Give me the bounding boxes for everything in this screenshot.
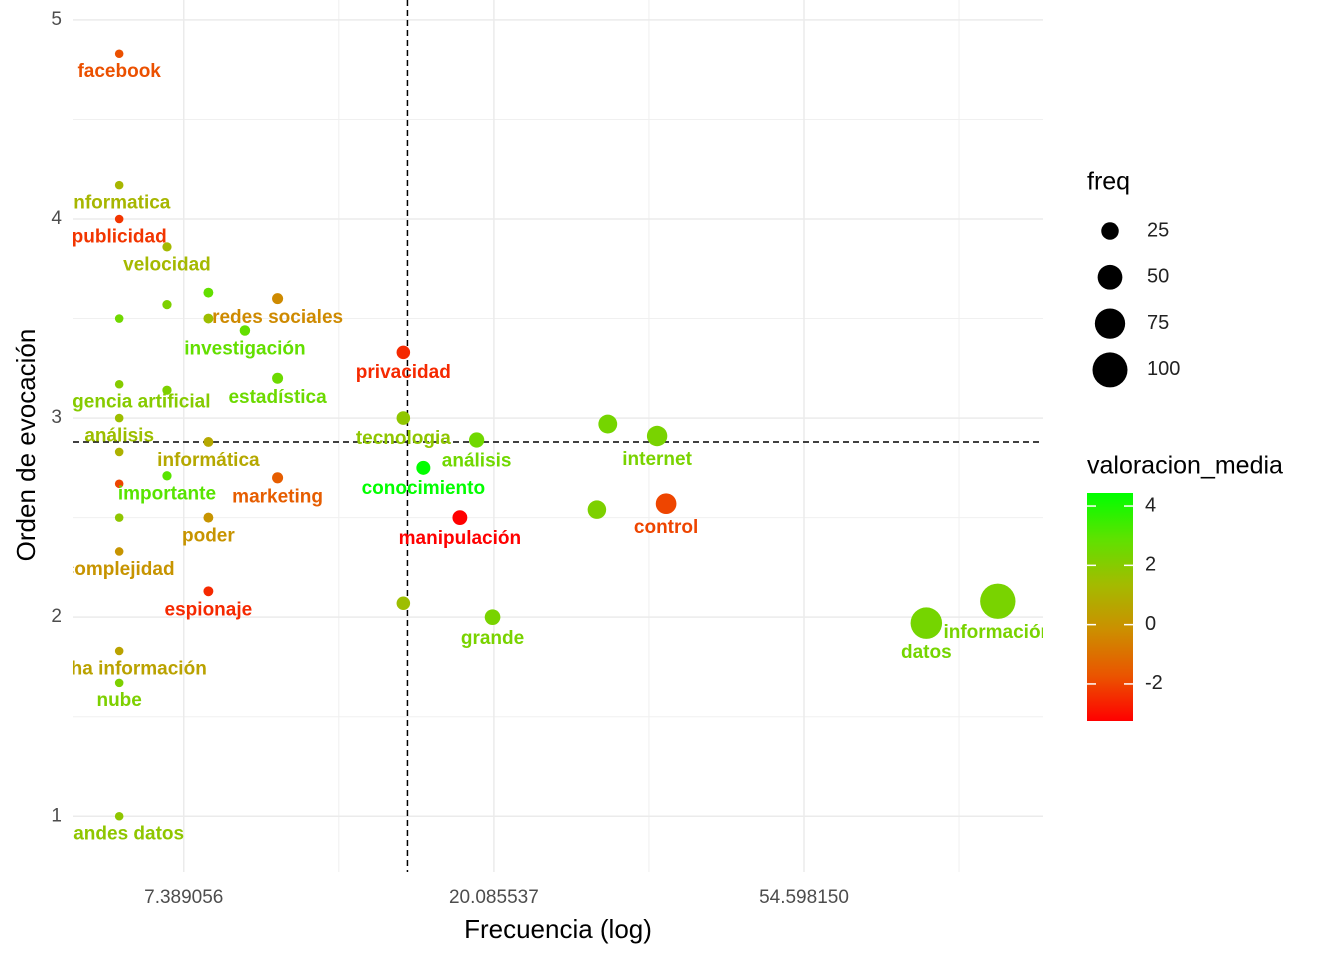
y-tick-label: 1 (51, 805, 62, 826)
point (203, 437, 214, 447)
point (396, 596, 411, 611)
legend: freq valoracion_media 25 50 75 100 -2 0 2 4 (1087, 168, 1283, 721)
point (114, 49, 124, 59)
point (162, 385, 172, 395)
color-legend-label: 0 (1145, 613, 1156, 635)
point (484, 609, 501, 625)
size-legend-key (1101, 222, 1119, 240)
x-tick-label: 7.389056 (144, 887, 223, 908)
point (646, 425, 668, 447)
point (114, 314, 124, 323)
point-label: datos (901, 642, 952, 663)
size-legend-key (1092, 352, 1128, 388)
x-tick-label: 20.085537 (449, 887, 539, 908)
point-label: importante (118, 483, 216, 504)
point-label: estadística (228, 387, 327, 408)
point (203, 287, 214, 298)
point-label: informática (157, 450, 260, 471)
point (980, 583, 1016, 619)
point-label: publicidad (72, 226, 167, 247)
point-label: grandes datos (54, 824, 184, 845)
point (114, 646, 124, 656)
point (416, 460, 431, 475)
point (114, 413, 124, 423)
point-label: análisis (442, 451, 512, 472)
point (203, 313, 214, 324)
point-label: redes sociales (212, 307, 343, 328)
y-tick-label: 2 (51, 606, 62, 627)
y-tick-label: 3 (51, 407, 62, 428)
size-legend-label: 25 (1147, 219, 1169, 241)
point (452, 510, 468, 526)
point (272, 293, 284, 305)
point-label: espionaje (165, 599, 253, 620)
point (239, 325, 251, 336)
x-axis-title: Frecuencia (log) (464, 914, 652, 944)
point (598, 414, 618, 434)
point-label: análisis (84, 425, 154, 446)
point-label: manipulación (399, 528, 521, 549)
size-legend-label: 100 (1147, 358, 1180, 380)
point-label: grande (461, 628, 524, 649)
grid (73, 0, 1043, 872)
point-label: poder (182, 526, 235, 547)
point (469, 432, 485, 448)
size-legend-key (1094, 308, 1126, 339)
point-label: internet (622, 449, 692, 470)
point (162, 471, 172, 481)
point-label: control (634, 517, 698, 538)
point (396, 411, 411, 425)
color-legend-label: 4 (1145, 494, 1156, 516)
y-axis-title: Orden de evocación (11, 329, 41, 562)
point-label: inteligencia artificial (28, 392, 211, 413)
point (114, 513, 124, 522)
point (114, 180, 124, 190)
color-legend-label: -2 (1145, 672, 1163, 694)
point-label: conocimiento (362, 478, 486, 499)
point (272, 472, 284, 484)
point-label: informatica (68, 192, 171, 213)
point (203, 512, 214, 523)
point (272, 372, 284, 384)
point (396, 345, 411, 360)
point (655, 493, 677, 515)
point (910, 607, 943, 639)
point (114, 479, 124, 489)
point (114, 447, 124, 457)
axes: Frecuencia (log) Orden de evocación 7.38… (11, 9, 849, 944)
plot-panel: facebook informatica publicidad inteligenci… (28, 0, 1052, 872)
point (162, 299, 172, 310)
point-label: privacidad (356, 362, 451, 383)
point-label: velocidad (123, 255, 211, 276)
point (114, 547, 124, 556)
point (114, 678, 124, 688)
size-legend-key (1097, 264, 1123, 290)
point-label: complejidad (64, 559, 175, 580)
point-label: nube (96, 690, 141, 711)
point-label: marketing (232, 486, 323, 507)
point-label: mucha información (32, 658, 207, 679)
size-legend-label: 75 (1147, 312, 1169, 334)
point-label: facebook (77, 61, 161, 82)
point (114, 811, 124, 821)
y-tick-label: 4 (51, 208, 62, 229)
size-legend-title: freq (1087, 168, 1130, 196)
size-legend-label: 50 (1147, 266, 1169, 288)
color-bar (1087, 493, 1133, 721)
point-label: investigación (184, 339, 305, 360)
point (114, 379, 124, 389)
point (162, 242, 172, 252)
color-legend-title: valoracion_media (1087, 452, 1283, 480)
point-label: tecnologia (356, 428, 451, 449)
x-tick-label: 54.598150 (759, 887, 849, 908)
color-legend-label: 2 (1145, 554, 1156, 576)
point (114, 214, 124, 224)
y-tick-label: 5 (51, 9, 62, 30)
point (587, 500, 607, 519)
point (203, 586, 214, 597)
point-label: información (943, 622, 1052, 643)
